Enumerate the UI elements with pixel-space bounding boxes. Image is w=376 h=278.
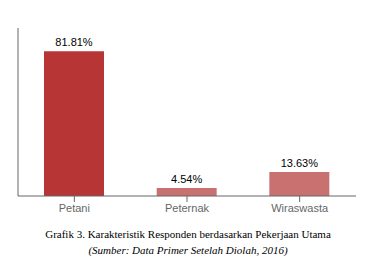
svg-text:Petani: Petani [59,202,90,214]
svg-text:Wiraswasta: Wiraswasta [271,202,329,214]
svg-text:81.81%: 81.81% [55,36,93,48]
svg-text:Peternak: Peternak [165,202,210,214]
svg-text:13.63%: 13.63% [281,157,319,169]
svg-text:4.54%: 4.54% [171,173,202,185]
html-text:(Sumber: Data Primer Setelah D: (Sumber: Data Primer Setelah Diolah, 201… [88,244,288,256]
html-text:Grafik 3. Karakteristik Respon: Grafik 3. Karakteristik Responden berdas… [45,228,331,240]
